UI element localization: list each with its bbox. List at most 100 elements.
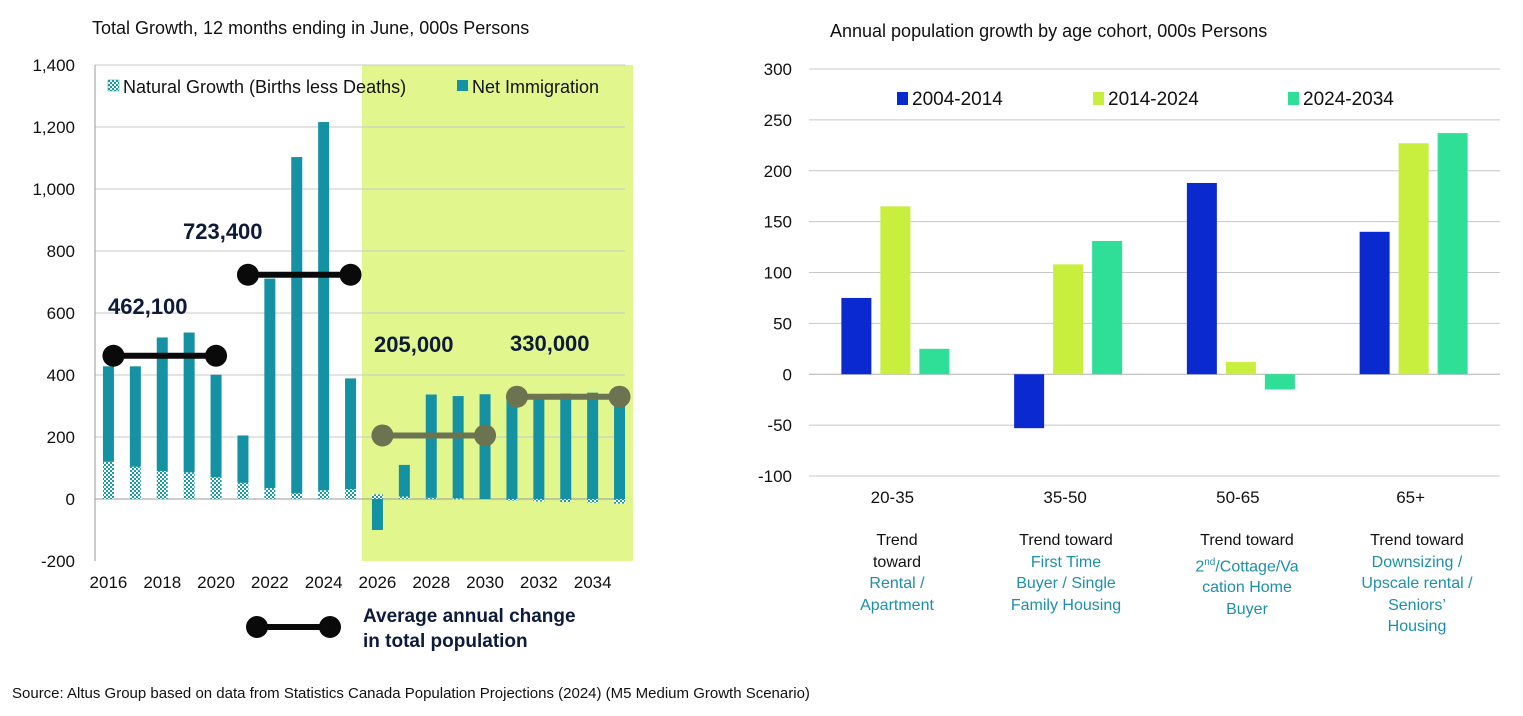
legend-label-net-immigration: Net Immigration <box>472 77 599 97</box>
caption-highlight: 2nd/Cottage/Va cation Home Buyer <box>1172 552 1322 621</box>
bar-2024-2034 <box>1092 240 1123 375</box>
y-tick-label: 200 <box>47 428 75 447</box>
average-line-end-dot <box>608 385 631 408</box>
bar-net-immigration <box>210 374 222 478</box>
bar-natural-growth <box>237 482 249 499</box>
y-tick-label: 400 <box>47 366 75 385</box>
bar-net-immigration <box>614 387 626 499</box>
caption-prefix: Trend toward <box>1019 532 1113 549</box>
bar-net-immigration <box>587 392 599 499</box>
right-chart-title: Annual population growth by age cohort, … <box>830 21 1268 41</box>
bar-natural-growth <box>291 493 303 499</box>
average-line-end-dot <box>339 263 362 286</box>
caption-50-65: Trend toward 2nd/Cottage/Va cation Home … <box>1172 530 1322 620</box>
average-line <box>102 344 228 367</box>
legend: Natural Growth (Births less Deaths) Net I… <box>107 77 599 97</box>
legend-swatch-net-immigration <box>457 80 468 91</box>
legend-label-2004-2014: 2004-2014 <box>912 89 1003 110</box>
bar-net-immigration <box>425 394 437 498</box>
legend-label-natural-growth: Natural Growth (Births less Deaths) <box>123 77 406 97</box>
x-tick-label: 2022 <box>251 573 289 592</box>
average-legend-start-dot <box>246 616 268 638</box>
bar-2024-2034 <box>1437 133 1468 375</box>
caption-prefix: Trend toward <box>1200 532 1294 549</box>
bar-net-immigration <box>102 366 114 462</box>
bar-net-immigration <box>129 366 141 467</box>
caption-highlight: Rental / Apartment <box>860 575 934 614</box>
bar-net-immigration <box>264 278 276 489</box>
bar-2024-2034 <box>1264 374 1295 390</box>
average-line <box>371 424 497 447</box>
legend-swatch-2024-2034 <box>1288 92 1299 105</box>
average-line <box>236 263 362 286</box>
y-tick-label: 0 <box>66 490 75 509</box>
bar-natural-growth <box>183 472 195 499</box>
bar-2004-2014 <box>841 297 872 375</box>
bar-natural-growth <box>129 466 141 499</box>
y-tick-label: -100 <box>758 467 792 486</box>
bar-net-immigration <box>156 337 168 472</box>
average-legend-end-dot <box>319 616 341 638</box>
x-tick-label: 2028 <box>412 573 450 592</box>
bar-net-immigration <box>533 394 545 499</box>
caption-prefix: Trend toward <box>1370 532 1464 549</box>
average-line-end-dot <box>205 344 228 367</box>
average-value-label: 462,100 <box>108 294 188 319</box>
legend-swatch-natural-growth <box>107 79 120 92</box>
x-tick-label: 2018 <box>143 573 181 592</box>
average-line-start-dot <box>102 344 125 367</box>
source-note: Source: Altus Group based on data from S… <box>12 685 810 702</box>
x-category-label: 65+ <box>1396 488 1425 507</box>
bar-2004-2014 <box>1359 231 1390 375</box>
x-tick-label: 2030 <box>466 573 504 592</box>
y-tick-label: 50 <box>773 314 792 333</box>
bar-natural-growth <box>587 499 599 503</box>
average-line-start-dot <box>371 424 394 447</box>
bar-net-immigration <box>291 157 303 494</box>
bar-natural-growth <box>398 496 410 499</box>
bar-2004-2014 <box>1014 374 1045 429</box>
right-chart: -100 -50 0 50 100 150 200 250 300 20-35 35-50 50-65… <box>758 60 1500 507</box>
bar-2014-2024 <box>1398 143 1429 375</box>
bar-natural-growth <box>371 494 383 499</box>
average-legend-label-line: Average annual change <box>363 606 576 627</box>
bar-net-immigration <box>479 394 491 499</box>
x-category-label: 35-50 <box>1043 488 1086 507</box>
average-line-start-dot <box>236 263 259 286</box>
bar-net-immigration <box>237 435 249 483</box>
y-tick-label: 250 <box>764 111 792 130</box>
bar-natural-growth <box>210 477 222 499</box>
caption-sup-base: 2 <box>1195 557 1205 575</box>
bar-net-immigration <box>452 396 464 499</box>
average-value-label: 723,400 <box>183 219 263 244</box>
bar-net-immigration <box>398 464 410 497</box>
bar-net-immigration <box>183 332 195 473</box>
bar-net-immigration <box>560 393 572 499</box>
legend-swatch-2004-2014 <box>897 92 908 105</box>
average-value-label: 330,000 <box>510 331 590 356</box>
average-line-end-dot <box>474 424 497 447</box>
legend-label-2014-2024: 2014-2024 <box>1108 89 1199 110</box>
x-tick-label: 2024 <box>305 573 343 592</box>
x-tick-label: 2016 <box>90 573 128 592</box>
caption-prefix: Trend toward <box>872 532 922 571</box>
y-tick-label: 600 <box>47 304 75 323</box>
bar-2014-2024 <box>1053 264 1084 375</box>
y-tick-label: 100 <box>764 264 792 283</box>
bar-natural-growth <box>345 489 357 499</box>
bar-natural-growth <box>425 497 437 499</box>
bar-natural-growth <box>452 498 464 500</box>
average-line-start-dot <box>505 385 528 408</box>
caption-65-plus: Trend toward Downsizing / Upscale rental… <box>1342 530 1492 638</box>
left-chart-title: Total Growth, 12 months ending in June, … <box>92 18 530 38</box>
bar-natural-growth <box>533 499 545 502</box>
bar-net-immigration <box>345 378 357 490</box>
average-value-label: 205,000 <box>374 332 454 357</box>
bar-natural-growth <box>560 499 572 503</box>
y-tick-label: 200 <box>764 162 792 181</box>
caption-sup: nd <box>1204 556 1216 568</box>
caption-highlight: Downsizing / Upscale rental / Seniors’ H… <box>1361 553 1473 636</box>
legend-label-2024-2034: 2024-2034 <box>1303 89 1394 110</box>
bar-2024-2034 <box>919 348 950 375</box>
bar-2004-2014 <box>1186 182 1217 375</box>
